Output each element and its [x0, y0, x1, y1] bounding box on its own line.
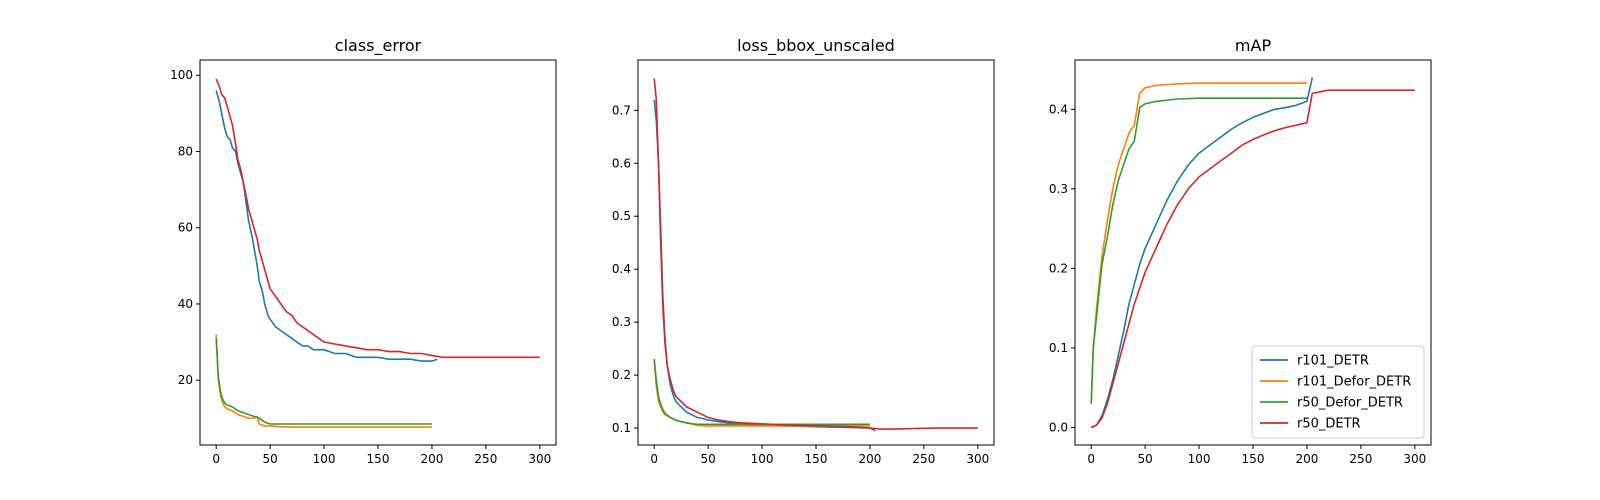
series-line-r50-defor-detr	[1090, 97, 1307, 404]
series-line-r101-detr	[215, 90, 438, 362]
x-tick-label: 250	[1349, 452, 1372, 466]
series-line-r101-detr	[1090, 77, 1314, 429]
legend-label: r50_Defor_DETR	[1297, 396, 1403, 411]
chart-title: loss_bbox_unscaled	[737, 36, 895, 56]
x-tick-label: 0	[1087, 452, 1095, 466]
x-tick-label: 300	[528, 452, 551, 466]
y-tick-label: 0.4	[1049, 102, 1068, 116]
y-tick-label: 0.1	[612, 421, 631, 435]
legend-label: r101_DETR	[1297, 354, 1369, 369]
x-tick-label: 150	[1242, 452, 1265, 466]
chart-loss-bbox-unscaled: loss_bbox_unscaled 0 50 100 150 200 250 300 0.1…	[612, 36, 995, 466]
y-tick-label: 60	[178, 221, 193, 235]
legend-label: r101_Defor_DETR	[1297, 375, 1411, 390]
x-tick-label: 200	[420, 452, 443, 466]
x-tick-label: 50	[1137, 452, 1152, 466]
y-tick-label: 0.5	[612, 209, 631, 223]
x-tick-label: 200	[858, 452, 881, 466]
x-tick-label: 100	[313, 452, 336, 466]
y-tick-label: 40	[178, 297, 193, 311]
series-line-r101-defor-detr	[1090, 82, 1307, 404]
y-tick-label: 0.1	[1049, 341, 1068, 355]
x-tick-label: 50	[700, 452, 715, 466]
chart-map: mAP 0 50 100 150 200 250 300 0.0 0.1 0.2 0.3 0.4 r10…	[1049, 36, 1432, 466]
axes-frame	[637, 59, 995, 446]
legend-box	[1251, 345, 1425, 439]
axes-frame	[199, 59, 557, 446]
x-tick-label: 150	[367, 452, 390, 466]
legend-label: r50_DETR	[1297, 417, 1361, 432]
x-tick-label: 0	[212, 452, 220, 466]
chart-title: class_error	[335, 36, 422, 56]
x-tick-label: 250	[474, 452, 497, 466]
series-line-r101-defor-detr	[653, 359, 870, 427]
y-tick-label: 0.3	[1049, 182, 1068, 196]
legend: r101_DETR r101_Defor_DETR r50_Defor_DETR r5…	[1251, 345, 1425, 439]
y-tick-label: 0.2	[612, 368, 631, 382]
y-tick-label: 0.2	[1049, 261, 1068, 275]
x-tick-label: 100	[1188, 452, 1211, 466]
series-line-r50-detr	[1090, 89, 1415, 429]
y-tick-label: 80	[178, 144, 193, 158]
chart-class-error: class_error 0 50 100 150 200 250 300 20 40 60 80 10…	[170, 36, 557, 466]
y-tick-label: 0.6	[612, 156, 631, 170]
y-tick-label: 0.0	[1049, 421, 1068, 435]
series-line-r50-defor-detr	[215, 338, 432, 425]
series-line-r50-defor-detr	[653, 359, 870, 426]
y-tick-label: 0.3	[612, 315, 631, 329]
series-line-r50-detr	[653, 78, 978, 430]
x-tick-label: 150	[805, 452, 828, 466]
y-tick-label: 20	[178, 373, 193, 387]
x-tick-label: 300	[966, 452, 989, 466]
x-tick-label: 0	[650, 452, 658, 466]
x-tick-label: 200	[1295, 452, 1318, 466]
series-line-r101-detr	[653, 99, 876, 432]
y-tick-label: 100	[170, 68, 193, 82]
series-line-r50-detr	[215, 78, 540, 359]
y-tick-label: 0.7	[612, 103, 631, 117]
chart-title: mAP	[1235, 36, 1272, 55]
series-line-r101-defor-detr	[215, 334, 432, 428]
x-tick-label: 50	[262, 452, 277, 466]
x-tick-label: 250	[912, 452, 935, 466]
x-tick-label: 100	[751, 452, 774, 466]
y-tick-label: 0.4	[612, 262, 631, 276]
x-tick-label: 300	[1403, 452, 1426, 466]
